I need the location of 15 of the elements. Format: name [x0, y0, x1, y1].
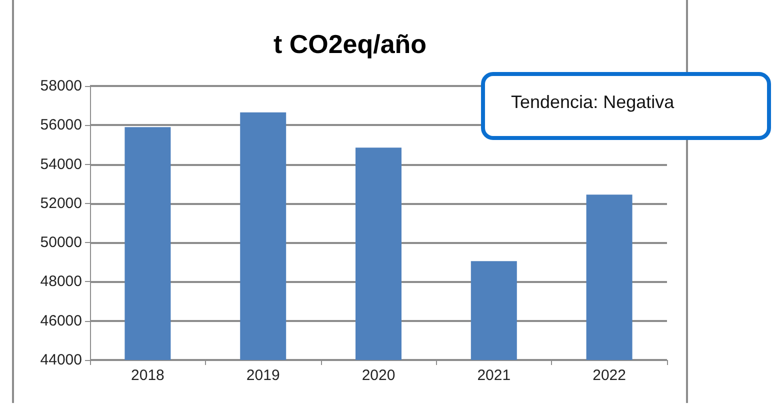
x-tick-label: 2021: [477, 367, 511, 384]
x-tick-label: 2018: [131, 367, 164, 384]
chart-title: t CO2eq/año: [273, 29, 427, 59]
y-tick-label: 46000: [40, 312, 82, 330]
y-tick-label: 56000: [40, 116, 82, 134]
annotation: Tendencia: Negativa: [511, 92, 674, 113]
x-tick-label: 2019: [246, 367, 280, 384]
y-tick-label: 58000: [40, 78, 82, 94]
y-tick-label: 48000: [40, 273, 82, 290]
x-tick-label: 2020: [362, 367, 396, 384]
y-tick-label: 54000: [40, 156, 82, 173]
y-tick-label: 52000: [40, 194, 82, 212]
y-tick-label: 50000: [40, 234, 82, 252]
x-tick-label: 2022: [592, 367, 626, 384]
y-tick-label: 44000: [40, 352, 82, 368]
